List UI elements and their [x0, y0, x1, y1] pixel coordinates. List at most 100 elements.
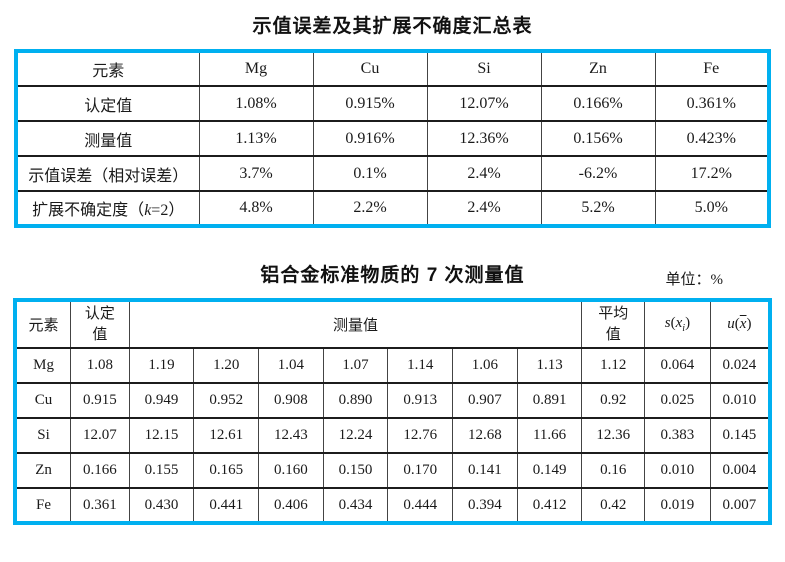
table1-header-cu: Cu — [312, 50, 428, 87]
formula-xbar: x — [739, 316, 747, 332]
table2-header-mean: 平均 值 — [581, 299, 646, 349]
cell-value: 2.4% — [426, 155, 542, 192]
table-row-mg: Mg 1.08 1.19 1.20 1.04 1.07 1.14 1.06 1.… — [14, 347, 771, 384]
measurement: 12.24 — [322, 417, 389, 454]
cell-value: 0.423% — [654, 120, 770, 157]
table2-header-row: 元素 认定 值 测量值 平均 值 s(xi) u(x) — [14, 299, 771, 349]
measurement: 12.15 — [128, 417, 195, 454]
certified-value: 1.08 — [70, 347, 130, 384]
table2-header-element: 元素 — [14, 299, 72, 349]
formula-paren: ) — [746, 316, 752, 332]
measurement: 0.890 — [322, 382, 389, 419]
formula-s: s — [664, 315, 671, 331]
certified-value: 12.07 — [70, 417, 130, 454]
cell-value: 0.361% — [654, 85, 770, 122]
measurement: 0.165 — [193, 452, 260, 489]
cell-value: 1.13% — [198, 120, 314, 157]
cell-value: 1.08% — [198, 85, 314, 122]
table1-header-si: Si — [426, 50, 542, 87]
certified-value: 0.166 — [70, 452, 130, 489]
element-label: Zn — [14, 452, 72, 489]
table-row-zn: Zn 0.166 0.155 0.165 0.160 0.150 0.170 0… — [14, 452, 771, 489]
measurement: 1.19 — [128, 347, 195, 384]
measurement: 11.66 — [516, 417, 583, 454]
cell-value: 12.07% — [426, 85, 542, 122]
measurement: 12.43 — [258, 417, 324, 454]
measurement: 0.444 — [387, 487, 454, 524]
measurement: 0.406 — [258, 487, 324, 524]
cell-value: 4.8% — [198, 190, 314, 227]
measurement: 1.13 — [516, 347, 583, 384]
row-label: 认定值 — [15, 85, 200, 122]
uncertainty-value: 0.145 — [709, 417, 771, 454]
measurement: 0.441 — [193, 487, 260, 524]
measurement: 0.907 — [452, 382, 518, 419]
measurement: 12.76 — [387, 417, 454, 454]
measurement: 0.170 — [387, 452, 454, 489]
cell-value: 2.4% — [426, 190, 542, 227]
table-row-certified-value: 认定值 1.08% 0.915% 12.07% 0.166% 0.361% — [15, 85, 770, 122]
measurement: 0.412 — [516, 487, 583, 524]
std-dev-value: 0.019 — [644, 487, 711, 524]
element-label: Fe — [14, 487, 72, 524]
measurement: 0.150 — [322, 452, 389, 489]
table2-title: 铝合金标准物质的 7 次测量值 — [260, 265, 525, 286]
uncertainty-value: 0.024 — [709, 347, 771, 384]
measurements-table: 元素 认定 值 测量值 平均 值 s(xi) u(x) Mg 1.08 1.19… — [13, 298, 772, 525]
label-text: =2） — [151, 202, 185, 219]
element-label: Cu — [14, 382, 72, 419]
element-label: Mg — [14, 347, 72, 384]
measurement: 0.149 — [516, 452, 583, 489]
measurement: 1.07 — [322, 347, 389, 384]
table1-header-fe: Fe — [654, 50, 770, 87]
cell-value: -6.2% — [540, 155, 656, 192]
table-row-si: Si 12.07 12.15 12.61 12.43 12.24 12.76 1… — [14, 417, 771, 454]
unit-label: 单位：% — [665, 272, 724, 288]
cell-value: 12.36% — [426, 120, 542, 157]
table-row-expanded-uncertainty: 扩展不确定度（k=2） 4.8% 2.2% 2.4% 5.2% 5.0% — [15, 190, 770, 227]
table2-header-certified: 认定 值 — [70, 299, 130, 349]
mean-value: 1.12 — [581, 347, 646, 384]
formula-paren: ( — [734, 316, 740, 332]
error-summary-table: 元素 Mg Cu Si Zn Fe 认定值 1.08% 0.915% 12.07… — [14, 49, 771, 228]
measurement: 12.61 — [193, 417, 260, 454]
formula-paren: ) — [685, 315, 691, 331]
measurement: 0.952 — [193, 382, 260, 419]
uncertainty-value: 0.004 — [709, 452, 771, 489]
table1-header-row: 元素 Mg Cu Si Zn Fe — [15, 50, 770, 87]
mean-value: 0.42 — [581, 487, 646, 524]
mean-value: 0.16 — [581, 452, 646, 489]
measurement: 0.430 — [128, 487, 195, 524]
measurement: 0.949 — [128, 382, 195, 419]
cell-value: 0.1% — [312, 155, 428, 192]
measurement: 0.908 — [258, 382, 324, 419]
certified-value: 0.915 — [70, 382, 130, 419]
measurement: 0.394 — [452, 487, 518, 524]
element-label: Si — [14, 417, 72, 454]
cell-value: 5.2% — [540, 190, 656, 227]
measurement: 1.04 — [258, 347, 324, 384]
table-row-fe: Fe 0.361 0.430 0.441 0.406 0.434 0.444 0… — [14, 487, 771, 524]
measurement: 0.160 — [258, 452, 324, 489]
std-dev-value: 0.064 — [644, 347, 711, 384]
cell-value: 2.2% — [312, 190, 428, 227]
uncertainty-value: 0.010 — [709, 382, 771, 419]
formula-u: u — [727, 316, 735, 332]
cell-value: 0.166% — [540, 85, 656, 122]
measurement: 0.434 — [322, 487, 389, 524]
formula-x: x — [675, 315, 683, 331]
row-label: 扩展不确定度（k=2） — [15, 190, 200, 227]
cell-value: 0.915% — [312, 85, 428, 122]
mean-value: 0.92 — [581, 382, 646, 419]
mean-value: 12.36 — [581, 417, 646, 454]
label-variable-k: k — [144, 202, 152, 219]
table2-header-uncertainty: u(x) — [709, 299, 771, 349]
table-row-cu: Cu 0.915 0.949 0.952 0.908 0.890 0.913 0… — [14, 382, 771, 419]
cell-value: 0.916% — [312, 120, 428, 157]
table1-header-mg: Mg — [198, 50, 314, 87]
formula-sub-i: i — [682, 323, 686, 334]
table-row-indication-error: 示值误差（相对误差） 3.7% 0.1% 2.4% -6.2% 17.2% — [15, 155, 770, 192]
table1-header-element: 元素 — [15, 50, 200, 87]
std-dev-value: 0.383 — [644, 417, 711, 454]
